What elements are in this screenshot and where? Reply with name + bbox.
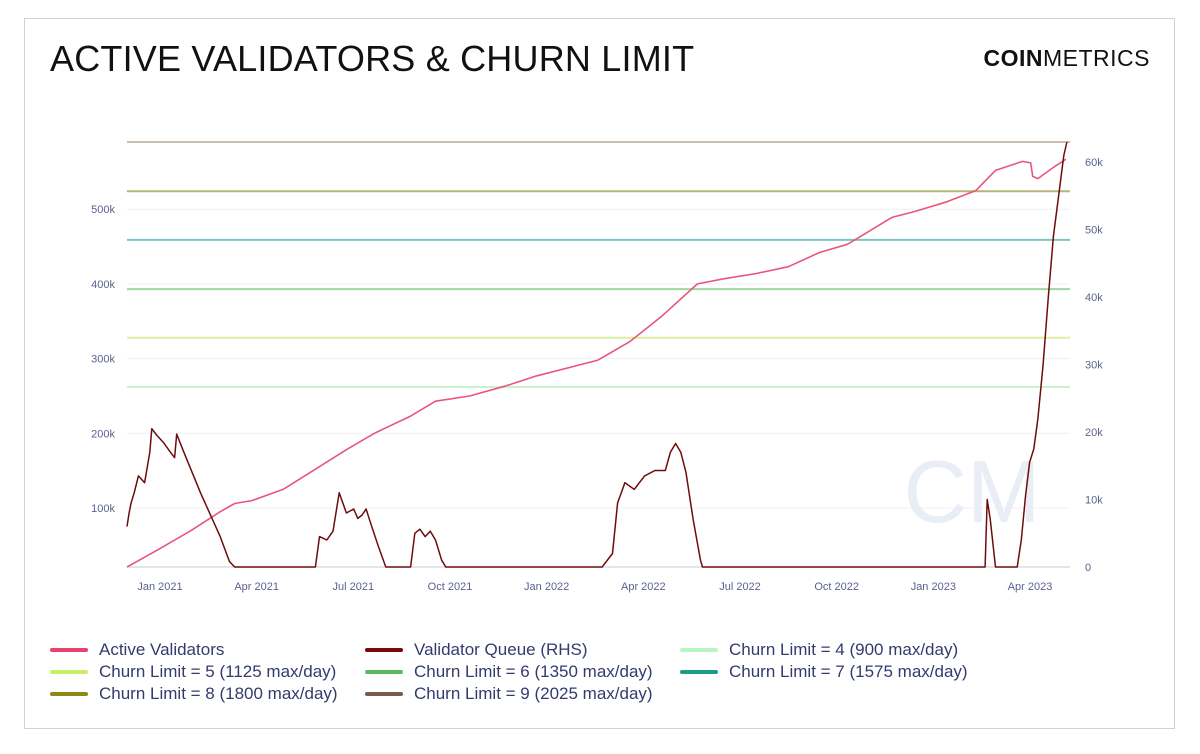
reference-lines xyxy=(127,141,1070,388)
legend-label: Validator Queue (RHS) xyxy=(414,640,588,659)
legend-item: Churn Limit = 5 (1125 max/day) xyxy=(50,662,336,682)
legend-label: Churn Limit = 6 (1350 max/day) xyxy=(414,662,653,681)
legend-item: Active Validators xyxy=(50,640,224,660)
legend-item: Churn Limit = 4 (900 max/day) xyxy=(680,640,958,660)
x-tick-label: Jan 2021 xyxy=(137,581,182,593)
legend-item: Churn Limit = 7 (1575 max/day) xyxy=(680,662,968,682)
y-left-tick-label: 300k xyxy=(91,354,115,366)
y-right-tick-label: 20k xyxy=(1085,427,1103,439)
x-tick-label: Jul 2021 xyxy=(333,581,375,593)
chart-svg: CM 100k 200k 300k 400k 500k 0 10k 20k 30k 40k 50k 6… xyxy=(91,141,1103,593)
watermark: CM xyxy=(904,442,1041,541)
legend-label: Active Validators xyxy=(99,640,225,659)
y-right-tick-label: 40k xyxy=(1085,292,1103,304)
x-tick-label: Apr 2022 xyxy=(621,581,666,593)
y-right-tick-label: 60k xyxy=(1085,157,1103,169)
y-left-tick-label: 400k xyxy=(91,279,115,291)
legend-swatch xyxy=(365,670,403,674)
y-right-tick-label: 10k xyxy=(1085,495,1103,507)
y-right-tick-label: 50k xyxy=(1085,225,1103,237)
x-tick-label: Oct 2021 xyxy=(428,581,473,593)
x-tick-label: Jan 2022 xyxy=(524,581,569,593)
active-validators-line xyxy=(126,158,1067,568)
x-tick-label: Apr 2021 xyxy=(234,581,279,593)
chart-title: ACTIVE VALIDATORS & CHURN LIMIT xyxy=(50,38,695,79)
legend-swatch xyxy=(50,692,88,696)
brand-light: METRICS xyxy=(1043,45,1150,71)
legend-swatch xyxy=(680,648,718,652)
x-tick-label: Apr 2023 xyxy=(1008,581,1053,593)
x-tick-label: Jul 2022 xyxy=(719,581,761,593)
legend-item: Churn Limit = 9 (2025 max/day) xyxy=(365,684,653,704)
y-left-tick-label: 100k xyxy=(91,503,115,515)
legend-label: Churn Limit = 7 (1575 max/day) xyxy=(729,662,968,681)
legend-swatch xyxy=(50,648,88,652)
legend-swatch xyxy=(680,670,718,674)
legend-swatch xyxy=(365,648,403,652)
axis-labels: 100k 200k 300k 400k 500k 0 10k 20k 30k 40k 50k 60k J… xyxy=(91,157,1103,593)
brand-bold: COIN xyxy=(983,45,1043,71)
y-left-tick-label: 200k xyxy=(91,428,115,440)
legend-label: Churn Limit = 9 (2025 max/day) xyxy=(414,684,653,703)
brand-logo: COINMETRICS xyxy=(984,45,1151,72)
legend-swatch xyxy=(50,670,88,674)
legend-label: Churn Limit = 4 (900 max/day) xyxy=(729,640,959,659)
validator-queue-line xyxy=(126,141,1068,568)
series-lines xyxy=(126,141,1068,568)
legend-item: Validator Queue (RHS) xyxy=(365,640,588,660)
x-tick-label: Jan 2023 xyxy=(911,581,956,593)
y-right-tick-label: 0 xyxy=(1085,562,1091,574)
legend-label: Churn Limit = 5 (1125 max/day) xyxy=(99,662,337,681)
legend-swatch xyxy=(365,692,403,696)
chart-frame xyxy=(24,18,1175,729)
y-right-tick-label: 30k xyxy=(1085,360,1103,372)
legend-item: Churn Limit = 6 (1350 max/day) xyxy=(365,662,653,682)
legend-item: Churn Limit = 8 (1800 max/day) xyxy=(50,684,338,704)
y-left-tick-label: 500k xyxy=(91,204,115,216)
legend-label: Churn Limit = 8 (1800 max/day) xyxy=(99,684,338,703)
x-tick-label: Oct 2022 xyxy=(814,581,859,593)
